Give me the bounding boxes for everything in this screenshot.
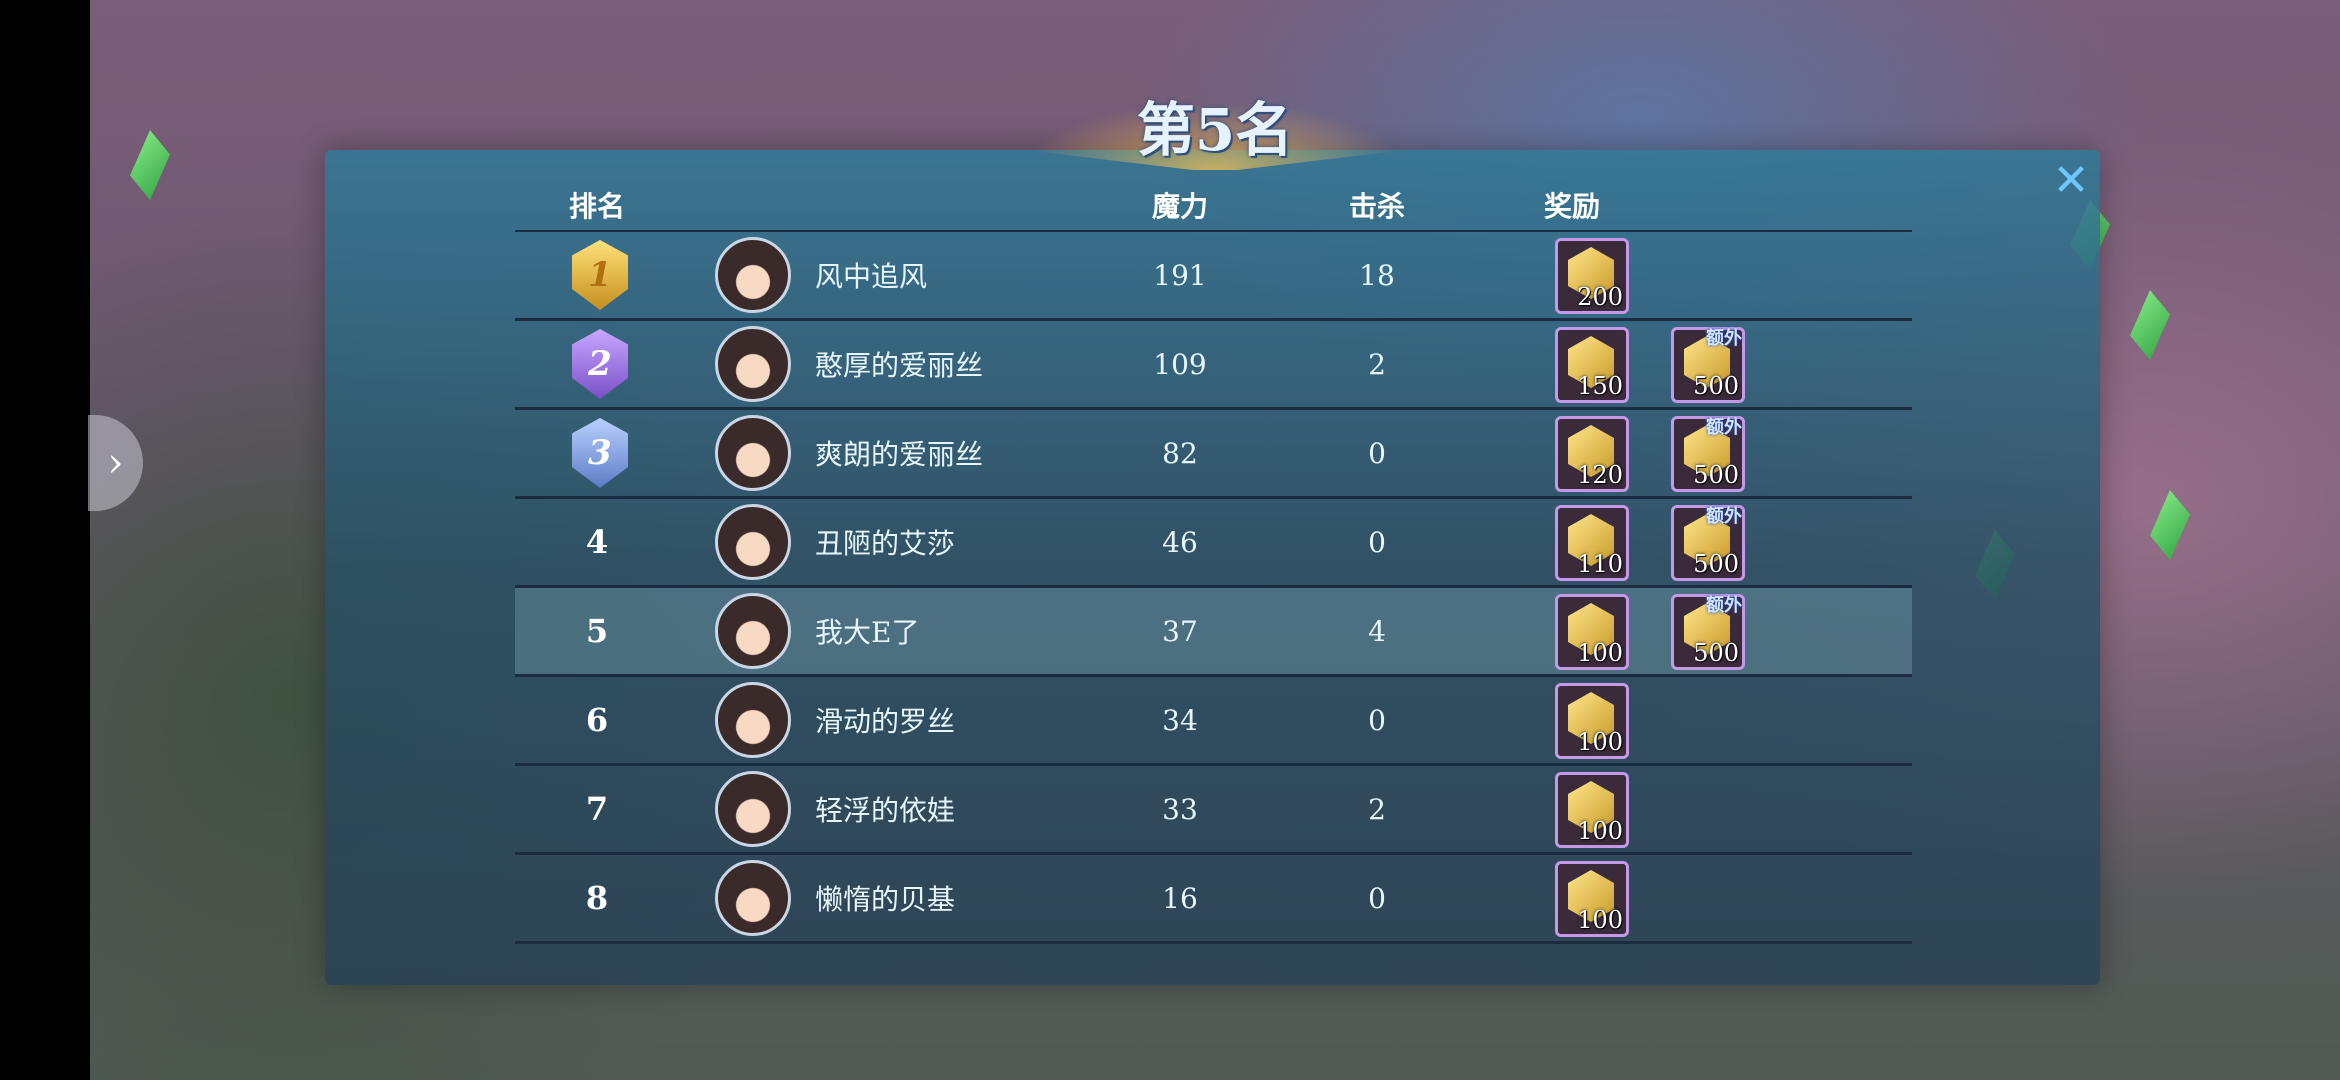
extra-reward-item[interactable]: 额外 500 xyxy=(1671,327,1745,403)
ranking-row: 7 轻浮的依娃 33 2 100 xyxy=(515,766,1912,855)
kills-value: 0 xyxy=(1368,881,1386,915)
power-value: 34 xyxy=(1162,703,1198,737)
extra-reward-amount: 500 xyxy=(1693,550,1739,578)
player-name: 丑陋的艾莎 xyxy=(815,527,956,560)
ranking-row: 3 爽朗的爱丽丝 82 0 120 额外 500 xyxy=(515,410,1912,499)
reward-amount: 100 xyxy=(1577,639,1623,667)
extra-label: 额外 xyxy=(1706,595,1742,616)
header-divider xyxy=(515,230,1912,232)
player-avatar[interactable] xyxy=(715,326,791,402)
ranking-row: 5 我大E了 37 4 100 额外 500 xyxy=(515,588,1912,677)
power-value: 82 xyxy=(1162,436,1198,470)
player-avatar[interactable] xyxy=(715,771,791,847)
player-name: 憨厚的爱丽丝 xyxy=(815,349,984,382)
kills-value: 0 xyxy=(1368,703,1386,737)
header-reward: 奖励 xyxy=(1543,190,1601,223)
ranking-row: 1 风中追风 191 18 200 xyxy=(515,232,1912,321)
header-rank: 排名 xyxy=(568,190,626,223)
reward-amount: 100 xyxy=(1577,906,1623,934)
player-name: 轻浮的依娃 xyxy=(815,794,956,827)
power-value: 16 xyxy=(1162,881,1198,915)
player-name: 爽朗的爱丽丝 xyxy=(815,438,984,471)
reward-amount: 100 xyxy=(1577,728,1623,756)
chevron-right-icon: › xyxy=(107,440,124,486)
extra-reward-item[interactable]: 额外 500 xyxy=(1671,594,1745,670)
rank-number: 8 xyxy=(585,879,609,917)
kills-value: 0 xyxy=(1368,525,1386,559)
close-icon: ✕ xyxy=(2052,155,2090,206)
reward-amount: 120 xyxy=(1577,461,1623,489)
header-kills: 击杀 xyxy=(1348,190,1406,223)
power-value: 191 xyxy=(1153,258,1207,292)
ranking-row: 8 懒惰的贝基 16 0 100 xyxy=(515,855,1912,944)
reward-item[interactable]: 100 xyxy=(1555,594,1629,670)
reward-item[interactable]: 150 xyxy=(1555,327,1629,403)
extra-reward-amount: 500 xyxy=(1693,639,1739,667)
rank-number: 5 xyxy=(585,612,609,650)
extra-reward-item[interactable]: 额外 500 xyxy=(1671,505,1745,581)
player-avatar[interactable] xyxy=(715,860,791,936)
reward-amount: 100 xyxy=(1577,817,1623,845)
reward-amount: 200 xyxy=(1577,283,1623,311)
player-name: 风中追风 xyxy=(815,260,928,293)
power-value: 33 xyxy=(1162,792,1198,826)
ranking-row: 4 丑陋的艾莎 46 0 110 额外 500 xyxy=(515,499,1912,588)
rank-badge-icon: 2 xyxy=(572,329,628,399)
ranking-row: 2 憨厚的爱丽丝 109 2 150 额外 500 xyxy=(515,321,1912,410)
ranking-row: 6 滑动的罗丝 34 0 100 xyxy=(515,677,1912,766)
reward-item[interactable]: 100 xyxy=(1555,861,1629,937)
player-name: 懒惰的贝基 xyxy=(815,883,956,916)
close-button[interactable]: ✕ xyxy=(2050,159,2092,203)
left-edge-bar xyxy=(0,0,90,1080)
player-avatar[interactable] xyxy=(715,237,791,313)
reward-amount: 110 xyxy=(1577,550,1623,578)
power-value: 37 xyxy=(1162,614,1198,648)
reward-item[interactable]: 100 xyxy=(1555,772,1629,848)
rank-number: 4 xyxy=(585,523,609,561)
extra-reward-item[interactable]: 额外 500 xyxy=(1671,416,1745,492)
placement-title: 第5名 xyxy=(1136,96,1294,164)
power-value: 46 xyxy=(1162,525,1198,559)
extra-label: 额外 xyxy=(1706,417,1742,438)
kills-value: 4 xyxy=(1368,614,1386,648)
reward-item[interactable]: 110 xyxy=(1555,505,1629,581)
extra-label: 额外 xyxy=(1706,506,1742,527)
kills-value: 2 xyxy=(1368,792,1386,826)
extra-reward-amount: 500 xyxy=(1693,372,1739,400)
reward-item[interactable]: 120 xyxy=(1555,416,1629,492)
rank-badge-icon: 3 xyxy=(572,418,628,488)
kills-value: 2 xyxy=(1368,347,1386,381)
player-name: 我大E了 xyxy=(815,616,920,649)
rank-number: 7 xyxy=(585,790,609,828)
rank-badge-icon: 1 xyxy=(572,240,628,310)
rank-number: 6 xyxy=(585,701,609,739)
player-avatar[interactable] xyxy=(715,593,791,669)
kills-value: 0 xyxy=(1368,436,1386,470)
player-avatar[interactable] xyxy=(715,682,791,758)
power-value: 109 xyxy=(1153,347,1207,381)
player-avatar[interactable] xyxy=(715,415,791,491)
header-power: 魔力 xyxy=(1151,190,1209,223)
placement-banner: 第5名 xyxy=(990,70,1440,180)
extra-label: 额外 xyxy=(1706,328,1742,349)
player-name: 滑动的罗丝 xyxy=(815,705,956,738)
reward-amount: 150 xyxy=(1577,372,1623,400)
reward-item[interactable]: 200 xyxy=(1555,238,1629,314)
kills-value: 18 xyxy=(1359,258,1395,292)
player-avatar[interactable] xyxy=(715,504,791,580)
reward-item[interactable]: 100 xyxy=(1555,683,1629,759)
extra-reward-amount: 500 xyxy=(1693,461,1739,489)
